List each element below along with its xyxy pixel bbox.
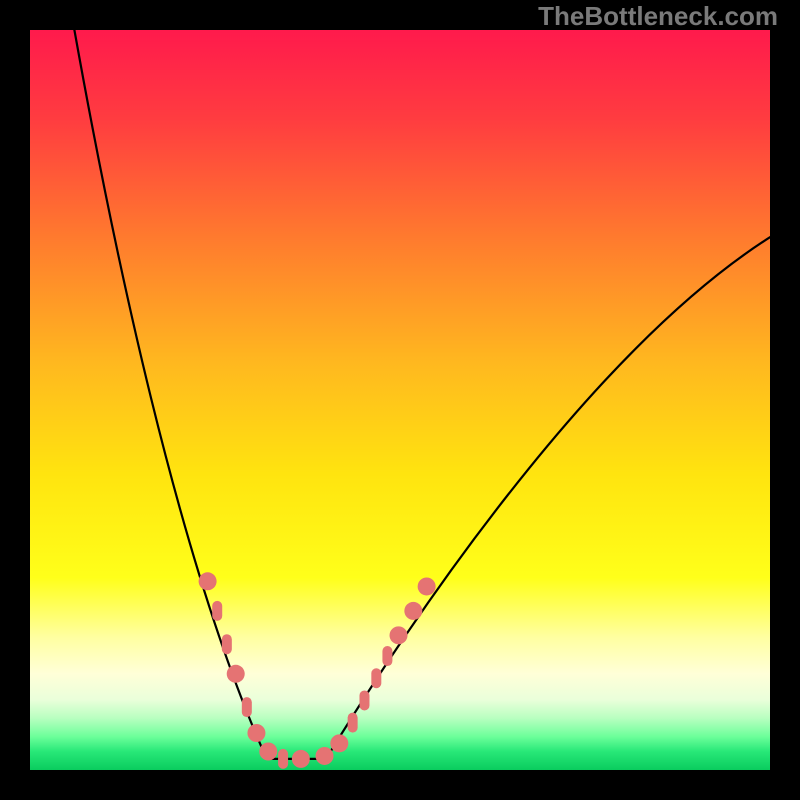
watermark-text: TheBottleneck.com	[538, 1, 778, 32]
data-dot	[227, 665, 245, 683]
data-dot	[247, 724, 265, 742]
data-dot	[371, 668, 381, 688]
data-dot	[359, 690, 369, 710]
plot-svg	[30, 30, 770, 770]
gradient-background	[30, 30, 770, 770]
data-dot	[259, 743, 277, 761]
data-dot	[418, 577, 436, 595]
data-dot	[404, 602, 422, 620]
data-dot	[330, 734, 348, 752]
data-dot	[199, 572, 217, 590]
data-dot	[212, 601, 222, 621]
data-dot	[278, 749, 288, 769]
chart-container: TheBottleneck.com	[0, 0, 800, 800]
data-dot	[242, 697, 252, 717]
data-dot	[390, 626, 408, 644]
data-dot	[292, 750, 310, 768]
data-dot	[316, 747, 334, 765]
plot-area	[30, 30, 770, 770]
data-dot	[348, 713, 358, 733]
data-dot	[222, 634, 232, 654]
data-dot	[382, 646, 392, 666]
